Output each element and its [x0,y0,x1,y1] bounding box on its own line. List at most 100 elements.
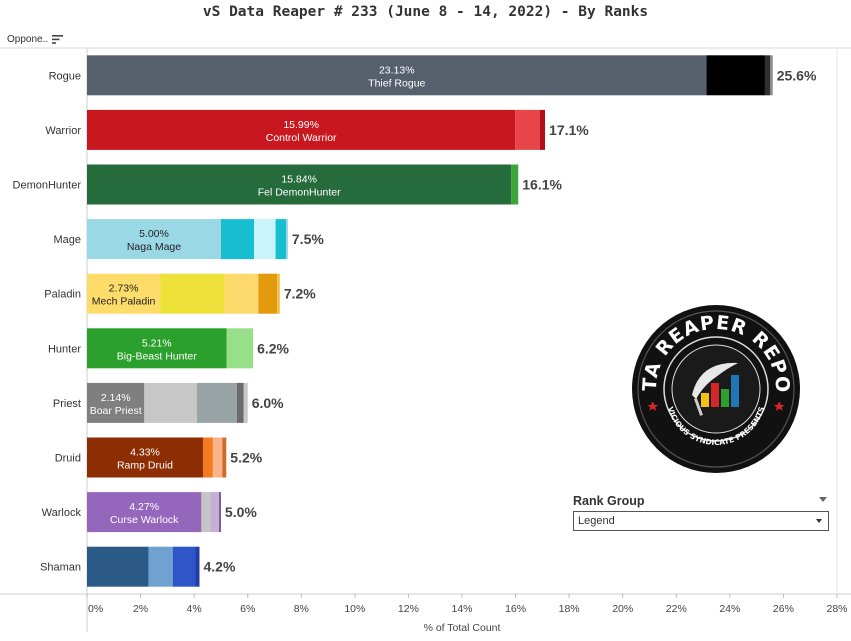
bar-segment[interactable] [87,328,227,369]
x-tick-label: 2% [133,603,148,615]
category-label: Warrior [45,125,81,137]
bar-segment[interactable] [87,164,512,205]
x-tick-label: 12% [398,603,419,615]
bar-inner-archetype-label: Curse Warlock [110,514,179,526]
bar-total-label: 4.2% [204,559,236,575]
bar-total-label: 6.0% [252,395,284,411]
bar-inner-pct-label: 2.73% [109,283,139,295]
x-tick-label: 26% [773,603,794,615]
bar-segment[interactable] [219,492,221,533]
category-label: Paladin [44,289,81,301]
rank-group-selected-value: Legend [578,515,615,527]
bar-segment[interactable] [212,437,223,478]
bar-total-label: 5.2% [230,450,262,466]
bar-segment[interactable] [764,55,771,96]
bar-inner-archetype-label: Boar Priest [90,405,142,417]
bar-total-label: 7.2% [284,286,316,302]
bar-segment[interactable] [196,382,237,423]
bar-segment[interactable] [87,546,149,587]
bar-inner-pct-label: 4.33% [130,447,160,459]
bar-segment[interactable] [87,219,221,260]
rank-group-filter: Rank Group Legend [573,494,829,531]
bar-segment[interactable] [226,328,254,369]
category-label: DemonHunter [13,180,82,192]
bar-total-label: 5.0% [225,504,257,520]
bar-segment[interactable] [258,273,278,314]
bar-segment[interactable] [243,382,248,423]
x-tick-label: 18% [559,603,580,615]
bar-segment[interactable] [224,273,259,314]
bar-total-label: 25.6% [777,67,817,83]
bar-segment[interactable] [254,219,276,260]
rank-group-label: Rank Group [573,494,645,508]
bar-inner-archetype-label: Big-Beast Hunter [117,350,197,362]
x-tick-label: 0% [88,603,103,615]
bar-inner-archetype-label: Naga Mage [127,241,181,253]
chart-title: vS Data Reaper # 233 (June 8 - 14, 2022)… [202,4,649,20]
bar-inner-archetype-label: Thief Rogue [368,77,425,89]
bar-segment[interactable] [144,382,197,423]
category-label: Warlock [42,507,82,519]
bar-segment[interactable] [511,164,519,205]
x-tick-label: 24% [719,603,740,615]
x-tick-label: 14% [451,603,472,615]
bar-inner-pct-label: 2.14% [101,392,131,404]
bar-segment[interactable] [222,437,227,478]
bar-segment[interactable] [237,382,244,423]
bar-segment[interactable] [210,492,220,533]
dropdown-arrow-icon [816,519,822,523]
bar-inner-archetype-label: Fel DemonHunter [258,187,341,199]
bar-inner-archetype-label: Control Warrior [266,132,337,144]
bar-segment[interactable] [277,273,280,314]
x-tick-label: 22% [666,603,687,615]
category-label: Priest [53,398,81,410]
bar-total-label: 7.5% [292,231,324,247]
bar-inner-pct-label: 15.99% [283,119,319,131]
bar-total-label: 17.1% [549,122,589,138]
bar-segment[interactable] [87,492,202,533]
bar-segment[interactable] [195,546,200,587]
bar-segment[interactable] [202,437,213,478]
bar-segment[interactable] [201,492,211,533]
x-tick-label: 16% [505,603,526,615]
bar-segment[interactable] [87,55,707,96]
bar-segment[interactable] [87,109,516,150]
x-tick-label: 8% [294,603,309,615]
category-label: Druid [55,453,81,465]
category-label: Shaman [40,562,81,574]
rank-group-select[interactable]: Legend [573,511,829,531]
bar-segment[interactable] [87,273,161,314]
bar-segment[interactable] [148,546,173,587]
chevron-down-icon[interactable] [819,497,827,502]
data-reaper-report-logo: DATA REAPER REPORT VICIOUS SYNDICATE PRE… [630,303,800,473]
bar-segment[interactable] [275,219,287,260]
bar-inner-archetype-label: Mech Paladin [92,296,156,308]
x-tick-label: 6% [240,603,255,615]
bar-segment[interactable] [515,109,540,150]
category-label: Rogue [49,70,81,82]
bar-segment[interactable] [87,437,203,478]
column-header-label: Oppone.. [7,34,49,45]
bar-total-label: 16.1% [522,177,562,193]
x-axis-title: % of Total Count [424,622,501,634]
bar-segment[interactable] [87,382,145,423]
bar-segment[interactable] [160,273,225,314]
bar-segment[interactable] [539,109,546,150]
bar-segment[interactable] [286,219,288,260]
bar-inner-pct-label: 5.21% [142,337,172,349]
bar-segment[interactable] [706,55,765,96]
column-header-opponent[interactable]: Oppone.. [7,34,64,45]
bar-segment[interactable] [770,55,773,96]
category-label: Mage [53,234,81,246]
bar-segment[interactable] [172,546,196,587]
category-label: Hunter [48,343,81,355]
x-tick-label: 4% [187,603,202,615]
bar-inner-archetype-label: Ramp Druid [117,460,173,472]
x-tick-label: 20% [612,603,633,615]
x-tick-label: 28% [826,603,847,615]
x-tick-label: 10% [344,603,365,615]
bar-inner-pct-label: 5.00% [139,228,169,240]
sort-descending-icon[interactable] [52,35,64,44]
bar-segment[interactable] [220,219,255,260]
